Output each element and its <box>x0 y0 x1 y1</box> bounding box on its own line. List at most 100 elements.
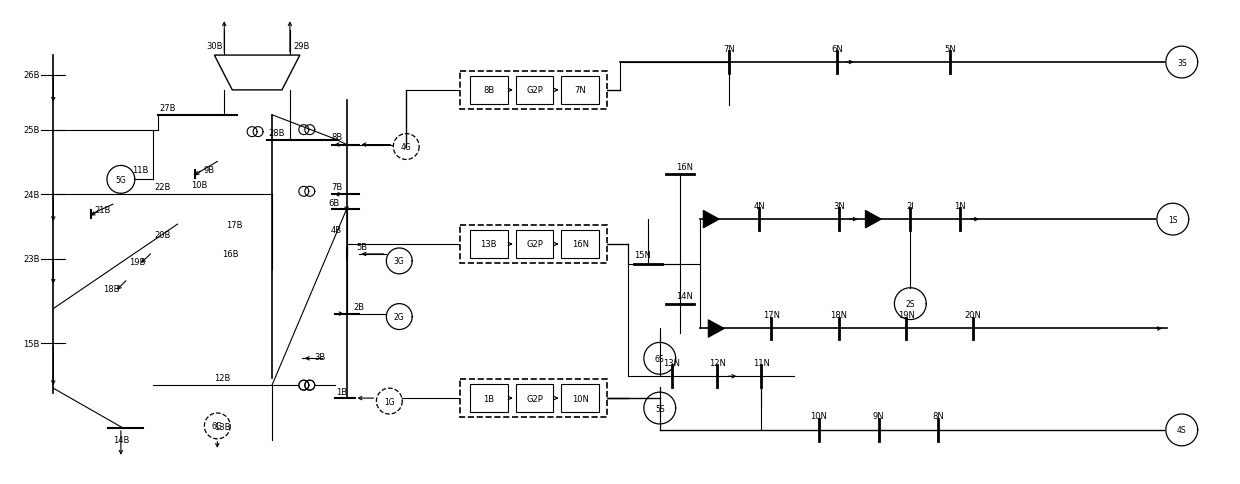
Text: 26B: 26B <box>24 71 40 80</box>
Text: 17B: 17B <box>226 220 243 229</box>
Bar <box>562 230 599 258</box>
Bar <box>562 384 599 412</box>
Text: 3G: 3G <box>394 257 404 266</box>
Text: G2P: G2P <box>526 394 543 403</box>
Text: 6S: 6S <box>655 354 665 363</box>
Text: 27B: 27B <box>160 104 176 113</box>
Text: 2B: 2B <box>353 302 365 312</box>
Text: 3N: 3N <box>833 201 844 210</box>
Text: 15N: 15N <box>635 251 651 260</box>
Polygon shape <box>894 288 926 320</box>
Text: 29B: 29B <box>294 42 310 50</box>
Text: 5G: 5G <box>115 176 126 184</box>
Text: 30B: 30B <box>206 42 223 50</box>
Text: 16B: 16B <box>222 250 238 259</box>
Text: 1G: 1G <box>384 397 394 406</box>
Text: 16N: 16N <box>676 163 693 171</box>
Text: 1B: 1B <box>484 394 495 403</box>
Text: 9N: 9N <box>873 412 884 421</box>
Text: 16N: 16N <box>572 240 589 249</box>
Text: 22B: 22B <box>155 182 171 192</box>
Polygon shape <box>305 380 315 390</box>
Polygon shape <box>708 320 724 337</box>
Polygon shape <box>299 187 309 197</box>
Text: 4N: 4N <box>754 201 765 210</box>
Polygon shape <box>703 211 719 228</box>
Bar <box>562 77 599 105</box>
Text: 7N: 7N <box>723 45 735 54</box>
Text: 20N: 20N <box>965 310 981 319</box>
Text: 8N: 8N <box>932 412 944 421</box>
Text: 5B: 5B <box>356 243 367 252</box>
Text: 11B: 11B <box>133 166 149 175</box>
Polygon shape <box>644 343 676 375</box>
Text: 12N: 12N <box>709 358 725 367</box>
Polygon shape <box>866 211 882 228</box>
Polygon shape <box>305 380 315 390</box>
Text: 13N: 13N <box>663 358 681 367</box>
Bar <box>516 77 553 105</box>
Text: 9B: 9B <box>203 166 215 175</box>
Bar <box>470 77 507 105</box>
Polygon shape <box>377 388 402 414</box>
Text: 3B: 3B <box>314 352 325 361</box>
Text: 10N: 10N <box>811 412 827 421</box>
Polygon shape <box>205 413 231 439</box>
Bar <box>516 384 553 412</box>
Text: 1S: 1S <box>1168 215 1178 224</box>
Polygon shape <box>1166 47 1198 79</box>
Polygon shape <box>253 127 263 137</box>
Text: 13B: 13B <box>481 240 497 249</box>
Text: 5N: 5N <box>945 45 956 54</box>
Text: 8B: 8B <box>331 133 342 142</box>
Polygon shape <box>393 135 419 160</box>
Text: 13B: 13B <box>215 423 231 432</box>
Text: 10N: 10N <box>572 394 589 403</box>
Polygon shape <box>299 380 309 390</box>
Text: 6N: 6N <box>831 45 843 54</box>
Text: 3C: 3C <box>708 324 718 333</box>
Text: 18B: 18B <box>103 285 119 294</box>
Polygon shape <box>299 125 309 136</box>
Text: 2G: 2G <box>394 313 404 321</box>
Polygon shape <box>387 248 412 274</box>
Text: 2S: 2S <box>905 300 915 308</box>
Text: 1B: 1B <box>336 387 347 396</box>
Text: 18N: 18N <box>831 310 847 319</box>
Polygon shape <box>1166 414 1198 446</box>
Polygon shape <box>299 380 309 390</box>
Polygon shape <box>644 393 676 424</box>
Text: 19N: 19N <box>898 310 915 319</box>
Bar <box>470 230 507 258</box>
Bar <box>470 384 507 412</box>
Text: G2P: G2P <box>526 86 543 95</box>
Bar <box>460 379 608 417</box>
Polygon shape <box>305 187 315 197</box>
Text: 21B: 21B <box>94 205 112 214</box>
Text: 14B: 14B <box>113 436 129 444</box>
Text: 15B: 15B <box>24 339 40 348</box>
Text: 6B: 6B <box>329 198 340 207</box>
Text: 7B: 7B <box>331 182 342 192</box>
Text: 17N: 17N <box>763 310 780 319</box>
Text: 10B: 10B <box>191 181 207 189</box>
Polygon shape <box>1157 204 1189 236</box>
Text: 23B: 23B <box>24 255 40 264</box>
Bar <box>460 72 608 109</box>
Text: 2C: 2C <box>704 215 714 224</box>
Text: 14N: 14N <box>676 291 693 301</box>
Polygon shape <box>215 56 300 91</box>
Text: 24B: 24B <box>24 190 40 199</box>
Text: 1C: 1C <box>867 215 877 224</box>
Text: 3S: 3S <box>1177 59 1187 67</box>
Text: 25B: 25B <box>24 126 40 135</box>
Polygon shape <box>107 166 135 194</box>
Text: 8B: 8B <box>484 86 495 95</box>
Text: 28B: 28B <box>269 129 285 138</box>
Text: 4B: 4B <box>331 225 342 234</box>
Text: 11N: 11N <box>753 358 770 367</box>
Text: 7N: 7N <box>574 86 587 95</box>
Bar <box>460 226 608 263</box>
Text: G2P: G2P <box>526 240 543 249</box>
Polygon shape <box>247 127 257 137</box>
